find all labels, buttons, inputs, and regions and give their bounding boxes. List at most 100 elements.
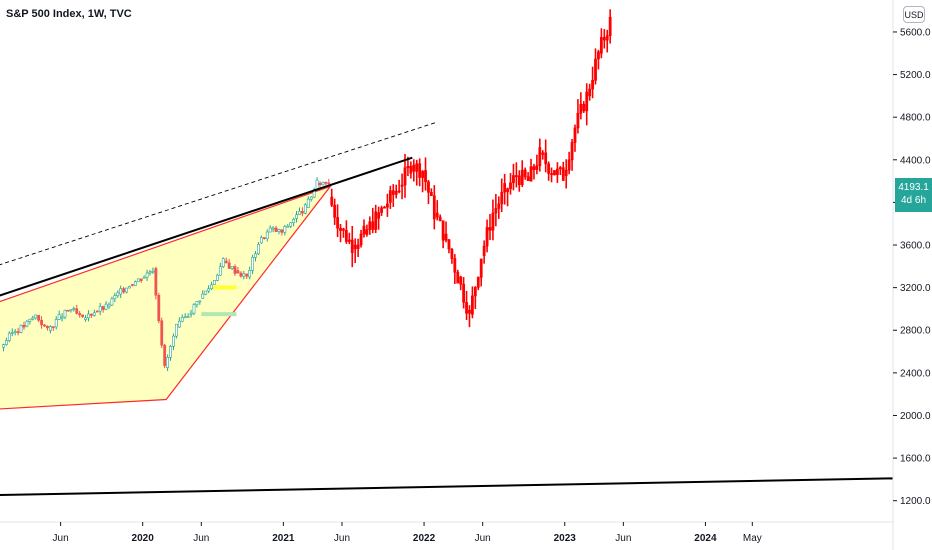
candle-body <box>133 281 137 286</box>
projection-candle-body <box>421 171 424 178</box>
rising-wedge <box>0 185 332 410</box>
candle-body <box>221 258 225 268</box>
y-tick-label: 3200.0 <box>900 283 931 294</box>
candle-body <box>303 204 307 214</box>
candle-body <box>139 278 143 281</box>
candle-body <box>318 182 322 186</box>
x-tick-label: Jun <box>615 533 631 544</box>
candle-body <box>251 257 254 271</box>
candle-body <box>292 219 296 223</box>
candle-body <box>201 293 205 299</box>
candle-body <box>327 182 331 185</box>
projection-candle-body <box>394 190 398 195</box>
candle-body <box>262 237 266 239</box>
x-tick-label: 2023 <box>554 533 577 544</box>
candle-body <box>186 316 190 318</box>
y-tick-label: 2400.0 <box>900 368 931 379</box>
y-tick-label: 1600.0 <box>900 454 931 465</box>
projection-candle-body <box>438 216 442 222</box>
projection-candle-body <box>330 196 334 206</box>
projection-candle-body <box>383 206 386 209</box>
projection-layer <box>330 9 612 328</box>
candle-body <box>107 304 111 308</box>
candle-body <box>145 272 149 278</box>
candle-body <box>324 182 328 184</box>
time-axis[interactable]: Jun 2020 Jun 2021 Jun 2022 Jun 2023 Jun 2024 May <box>53 522 762 544</box>
candle-body <box>224 260 228 264</box>
projection-candle-body <box>517 175 521 186</box>
candle-body <box>151 270 155 273</box>
x-tick-label: May <box>743 533 762 544</box>
candle-body <box>315 179 319 190</box>
y-tick-label: 5200.0 <box>900 70 931 81</box>
x-tick-label: Jun <box>334 533 350 544</box>
projection-candle-body <box>564 169 568 177</box>
projection-candle-body <box>553 170 556 175</box>
projection-candle-body <box>597 51 600 60</box>
projection-candle-body <box>479 258 483 278</box>
projection-candle-body <box>412 164 416 172</box>
candle-body <box>227 262 231 269</box>
projection-candle-body <box>599 37 603 54</box>
projection-candle-body <box>503 183 507 193</box>
candle-body <box>210 284 213 290</box>
projection-candle-body <box>512 175 515 184</box>
trendline <box>0 477 894 496</box>
projection-candle-body <box>585 91 589 112</box>
green-highlight-zone <box>201 312 237 317</box>
y-tick-label: 2000.0 <box>900 411 931 422</box>
candle-body <box>72 308 76 310</box>
candle-body <box>75 308 79 314</box>
candle-body <box>87 313 90 319</box>
projection-candle-body <box>347 239 351 242</box>
projection-candle-body <box>409 165 413 174</box>
candle-body <box>7 332 11 341</box>
projection-candle-body <box>602 37 606 41</box>
projection-candle-body <box>482 245 486 256</box>
candle-body <box>2 344 5 348</box>
projection-candle-body <box>605 35 609 41</box>
projection-candle-body <box>450 248 454 259</box>
candle-body <box>207 288 211 292</box>
candle-body <box>28 318 32 322</box>
price-axis[interactable]: 5600.05200.04800.04400.04000.03600.03200… <box>893 27 931 507</box>
candle-body <box>119 288 123 295</box>
projection-candle-body <box>506 188 509 193</box>
projection-candle-body <box>444 233 448 241</box>
projection-candle-body <box>558 167 562 170</box>
candle-body <box>192 304 196 314</box>
candle-body <box>254 253 257 258</box>
currency-badge[interactable]: USD <box>903 6 925 23</box>
projection-candle-body <box>526 176 530 181</box>
candle-body <box>177 320 181 328</box>
candle-body <box>101 306 105 310</box>
candle-body <box>16 331 20 333</box>
candle-body <box>289 222 293 227</box>
candle-body <box>60 316 64 319</box>
candle-body <box>157 294 161 322</box>
candle-body <box>104 303 108 310</box>
candle-body <box>301 211 304 214</box>
projection-candle-body <box>386 203 389 208</box>
projection-candle-body <box>494 208 498 214</box>
projection-candle-body <box>465 301 468 314</box>
projection-candle-body <box>544 152 548 165</box>
projection-candle-body <box>453 258 457 273</box>
candle-body <box>31 317 35 320</box>
candle-body <box>295 214 298 219</box>
projection-candle-body <box>573 127 577 143</box>
projection-candle-body <box>333 204 337 218</box>
projection-candle-body <box>535 165 539 170</box>
candle-body <box>54 319 58 328</box>
projection-candle-body <box>415 163 419 172</box>
projection-candle-body <box>368 221 372 230</box>
projection-candle-body <box>344 230 348 242</box>
projection-candle-body <box>362 225 366 235</box>
projection-candle-body <box>556 168 559 175</box>
projection-candle-body <box>459 276 463 285</box>
projection-candle-body <box>523 169 527 178</box>
projection-candle-body <box>427 181 430 193</box>
candle-body <box>174 323 178 337</box>
projection-candle-body <box>591 80 594 90</box>
